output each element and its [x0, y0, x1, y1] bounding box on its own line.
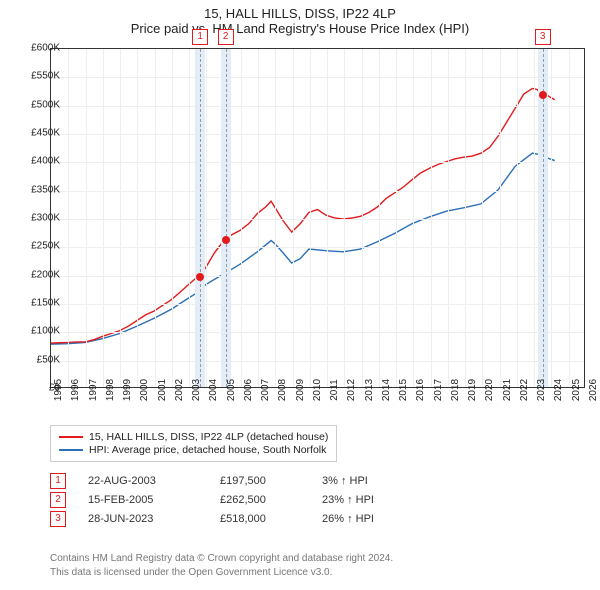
title-line-1: 15, HALL HILLS, DISS, IP22 4LP — [4, 6, 596, 21]
event-row-number: 3 — [50, 511, 66, 527]
x-tick-label: 2016 — [415, 379, 426, 401]
legend-swatch-hpi — [59, 449, 83, 451]
event-marker: 1 — [192, 29, 208, 45]
x-tick-label: 2013 — [364, 379, 375, 401]
event-row-hpi: 3% ↑ HPI — [322, 475, 412, 487]
footnote: Contains HM Land Registry data © Crown c… — [50, 552, 393, 579]
x-tick-label: 2007 — [260, 379, 271, 401]
x-tick-label: 2004 — [208, 379, 219, 401]
chart-title: 15, HALL HILLS, DISS, IP22 4LP Price pai… — [0, 0, 600, 38]
event-dot — [539, 91, 547, 99]
x-tick-label: 2005 — [226, 379, 237, 401]
x-tick-label: 2026 — [588, 379, 599, 401]
x-tick-label: 2001 — [157, 379, 168, 401]
x-tick-label: 1996 — [70, 379, 81, 401]
x-tick-label: 2017 — [433, 379, 444, 401]
x-tick-label: 2009 — [295, 379, 306, 401]
x-tick-label: 2015 — [398, 379, 409, 401]
event-row-number: 1 — [50, 473, 66, 489]
x-tick-label: 1997 — [88, 379, 99, 401]
legend: 15, HALL HILLS, DISS, IP22 4LP (detached… — [50, 425, 337, 462]
event-row-hpi: 23% ↑ HPI — [322, 494, 412, 506]
event-row-date: 15-FEB-2005 — [88, 494, 198, 506]
x-tick-label: 2012 — [346, 379, 357, 401]
event-dot — [196, 273, 204, 281]
y-tick-label: £500K — [12, 99, 60, 110]
event-dot — [222, 236, 230, 244]
series-svg — [51, 49, 584, 387]
x-tick-label: 2023 — [536, 379, 547, 401]
x-tick-label: 2020 — [484, 379, 495, 401]
y-tick-label: £600K — [12, 43, 60, 54]
x-tick-label: 1995 — [53, 379, 64, 401]
x-tick-label: 2019 — [467, 379, 478, 401]
x-tick-label: 2000 — [139, 379, 150, 401]
x-tick-label: 2024 — [553, 379, 564, 401]
footnote-line-1: Contains HM Land Registry data © Crown c… — [50, 552, 393, 566]
x-tick-label: 2011 — [329, 379, 340, 401]
legend-item-property: 15, HALL HILLS, DISS, IP22 4LP (detached… — [59, 431, 328, 443]
x-tick-label: 2006 — [243, 379, 254, 401]
event-row: 1 22-AUG-2003 £197,500 3% ↑ HPI — [50, 473, 412, 489]
plot-area: 123 — [50, 48, 585, 388]
event-row-date: 22-AUG-2003 — [88, 475, 198, 487]
event-row-price: £197,500 — [220, 475, 300, 487]
legend-swatch-property — [59, 436, 83, 438]
y-tick-label: £150K — [12, 298, 60, 309]
x-tick-label: 2022 — [519, 379, 530, 401]
x-tick-label: 2003 — [191, 379, 202, 401]
events-table: 1 22-AUG-2003 £197,500 3% ↑ HPI 2 15-FEB-2005… — [50, 470, 412, 530]
event-row-price: £518,000 — [220, 513, 300, 525]
y-tick-label: £450K — [12, 128, 60, 139]
event-marker: 3 — [535, 29, 551, 45]
y-tick-label: £400K — [12, 156, 60, 167]
y-tick-label: £100K — [12, 326, 60, 337]
y-tick-label: £250K — [12, 241, 60, 252]
x-tick-label: 1999 — [122, 379, 133, 401]
event-row: 3 28-JUN-2023 £518,000 26% ↑ HPI — [50, 511, 412, 527]
y-tick-label: £350K — [12, 184, 60, 195]
event-row-number: 2 — [50, 492, 66, 508]
y-tick-label: £300K — [12, 213, 60, 224]
x-tick-label: 2014 — [381, 379, 392, 401]
y-tick-label: £50K — [12, 354, 60, 365]
x-tick-label: 2010 — [312, 379, 323, 401]
x-tick-label: 2021 — [502, 379, 513, 401]
y-tick-label: £550K — [12, 71, 60, 82]
x-tick-label: 2025 — [571, 379, 582, 401]
x-tick-label: 2018 — [450, 379, 461, 401]
legend-label-property: 15, HALL HILLS, DISS, IP22 4LP (detached… — [89, 431, 328, 443]
legend-item-hpi: HPI: Average price, detached house, Sout… — [59, 444, 328, 456]
x-tick-label: 1998 — [105, 379, 116, 401]
footnote-line-2: This data is licensed under the Open Gov… — [50, 566, 393, 580]
x-tick-label: 2002 — [174, 379, 185, 401]
event-row-price: £262,500 — [220, 494, 300, 506]
event-row-hpi: 26% ↑ HPI — [322, 513, 412, 525]
legend-label-hpi: HPI: Average price, detached house, Sout… — [89, 444, 326, 456]
event-row-date: 28-JUN-2023 — [88, 513, 198, 525]
event-row: 2 15-FEB-2005 £262,500 23% ↑ HPI — [50, 492, 412, 508]
event-marker: 2 — [218, 29, 234, 45]
y-tick-label: £200K — [12, 269, 60, 280]
title-line-2: Price paid vs. HM Land Registry's House … — [4, 21, 596, 36]
x-tick-label: 2008 — [277, 379, 288, 401]
chart-container: 15, HALL HILLS, DISS, IP22 4LP Price pai… — [0, 0, 600, 590]
